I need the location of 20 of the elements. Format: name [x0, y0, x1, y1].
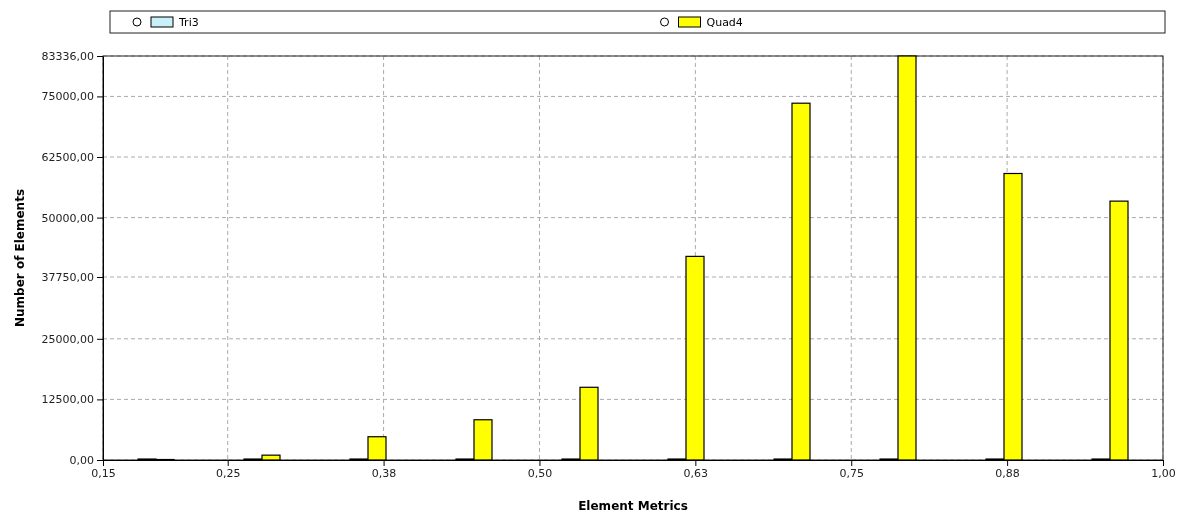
legend-label: Quad4: [706, 16, 743, 29]
x-tick-label: 0,88: [995, 466, 1020, 480]
y-tick-label: 62500,00: [41, 151, 94, 165]
x-tick-label: 0,75: [839, 466, 864, 480]
y-axis-title: Number of Elements: [13, 188, 27, 328]
x-axis-title: Element Metrics: [578, 499, 688, 513]
y-tick-label: 12500,00: [41, 393, 94, 407]
y-tick-label: 75000,00: [41, 90, 94, 104]
y-tick-label: 0,00: [69, 454, 94, 468]
y-tick-label: 25000,00: [41, 332, 94, 346]
x-tick-label: 0,50: [527, 466, 553, 480]
x-tick-label: 0,38: [371, 466, 397, 480]
x-tick-label: 1,00: [1151, 466, 1176, 480]
x-tick-label: 0,15: [91, 466, 116, 480]
x-tick-label: 0,25: [215, 466, 241, 480]
x-tick-label: 0,63: [683, 466, 709, 480]
y-tick-label: 83336,00: [41, 50, 94, 64]
legend-label: Tri3: [178, 16, 199, 29]
y-tick-label: 50000,00: [41, 211, 94, 225]
y-tick-label: 37750,00: [41, 271, 94, 285]
